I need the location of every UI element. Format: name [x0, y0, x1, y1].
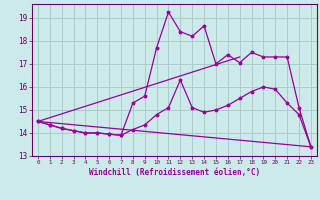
X-axis label: Windchill (Refroidissement éolien,°C): Windchill (Refroidissement éolien,°C) [89, 168, 260, 177]
